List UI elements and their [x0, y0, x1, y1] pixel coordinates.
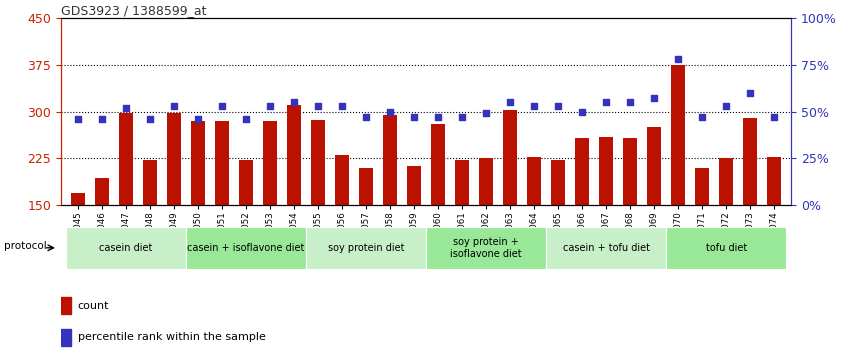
Bar — [671, 65, 685, 205]
Bar — [66, 227, 186, 269]
Bar — [382, 115, 397, 205]
Bar — [61, 329, 71, 346]
Point — [431, 114, 445, 120]
Bar — [215, 121, 229, 205]
Bar — [479, 159, 493, 205]
Text: count: count — [78, 301, 109, 310]
Bar — [575, 138, 590, 205]
Bar — [335, 155, 349, 205]
Bar — [407, 166, 421, 205]
Point — [71, 116, 85, 122]
Point — [335, 103, 349, 109]
Bar — [623, 138, 637, 205]
Bar — [503, 110, 517, 205]
Text: casein + isoflavone diet: casein + isoflavone diet — [187, 243, 305, 253]
Point — [455, 114, 469, 120]
Point — [479, 110, 492, 116]
Point — [311, 103, 325, 109]
Bar — [426, 227, 546, 269]
Text: GDS3923 / 1388599_at: GDS3923 / 1388599_at — [61, 4, 206, 17]
Bar — [287, 105, 301, 205]
Bar — [61, 297, 71, 314]
Bar — [695, 168, 709, 205]
Point — [191, 116, 205, 122]
Text: casein diet: casein diet — [99, 243, 152, 253]
Point — [647, 96, 661, 101]
Point — [744, 90, 757, 96]
Point — [119, 105, 133, 110]
Bar — [190, 121, 205, 205]
Point — [167, 103, 180, 109]
Point — [263, 103, 277, 109]
Bar — [546, 227, 666, 269]
Bar — [262, 121, 277, 205]
Bar — [647, 127, 662, 205]
Bar — [666, 227, 786, 269]
Point — [215, 103, 228, 109]
Point — [360, 114, 373, 120]
Bar — [306, 227, 426, 269]
Bar — [95, 178, 109, 205]
Bar — [186, 227, 306, 269]
Bar — [431, 124, 445, 205]
Bar — [455, 160, 470, 205]
Text: casein + tofu diet: casein + tofu diet — [563, 243, 650, 253]
Text: tofu diet: tofu diet — [706, 243, 747, 253]
Point — [503, 99, 517, 105]
Point — [407, 114, 420, 120]
Bar — [527, 156, 541, 205]
Text: soy protein diet: soy protein diet — [327, 243, 404, 253]
Bar — [70, 193, 85, 205]
Point — [95, 116, 108, 122]
Bar — [167, 113, 181, 205]
Bar — [719, 159, 733, 205]
Point — [575, 109, 589, 114]
Bar — [310, 120, 325, 205]
Point — [143, 116, 157, 122]
Bar — [743, 118, 757, 205]
Bar — [143, 160, 157, 205]
Bar — [551, 160, 565, 205]
Text: protocol: protocol — [4, 241, 47, 251]
Text: percentile rank within the sample: percentile rank within the sample — [78, 332, 266, 342]
Bar — [767, 156, 782, 205]
Point — [287, 99, 300, 105]
Bar — [599, 137, 613, 205]
Point — [599, 99, 613, 105]
Point — [767, 114, 781, 120]
Bar — [239, 160, 253, 205]
Point — [672, 56, 685, 62]
Point — [239, 116, 253, 122]
Point — [719, 103, 733, 109]
Text: soy protein +
isoflavone diet: soy protein + isoflavone diet — [450, 237, 522, 259]
Point — [383, 109, 397, 114]
Point — [624, 99, 637, 105]
Point — [552, 103, 565, 109]
Bar — [359, 168, 373, 205]
Bar — [118, 113, 133, 205]
Point — [695, 114, 709, 120]
Point — [527, 103, 541, 109]
